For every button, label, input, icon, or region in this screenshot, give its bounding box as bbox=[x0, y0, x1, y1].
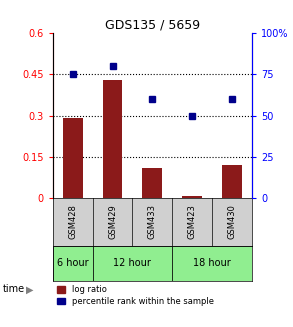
Text: time: time bbox=[3, 284, 25, 294]
Text: 18 hour: 18 hour bbox=[193, 258, 231, 268]
Text: GSM430: GSM430 bbox=[228, 205, 236, 239]
Bar bbox=[63, 118, 83, 198]
Text: 6 hour: 6 hour bbox=[57, 258, 88, 268]
Bar bbox=[172, 246, 252, 281]
Text: GSM429: GSM429 bbox=[108, 205, 117, 239]
Title: GDS135 / 5659: GDS135 / 5659 bbox=[105, 19, 200, 31]
Bar bbox=[222, 165, 242, 198]
Bar bbox=[53, 246, 93, 281]
Bar bbox=[103, 80, 122, 198]
Text: GSM428: GSM428 bbox=[68, 205, 77, 239]
Text: GSM423: GSM423 bbox=[188, 205, 197, 239]
Text: ▶: ▶ bbox=[25, 284, 33, 294]
Legend: log ratio, percentile rank within the sample: log ratio, percentile rank within the sa… bbox=[57, 285, 214, 306]
Text: GSM433: GSM433 bbox=[148, 204, 157, 239]
Bar bbox=[182, 196, 202, 198]
Text: 12 hour: 12 hour bbox=[113, 258, 151, 268]
Bar bbox=[142, 168, 162, 198]
Bar bbox=[93, 246, 172, 281]
